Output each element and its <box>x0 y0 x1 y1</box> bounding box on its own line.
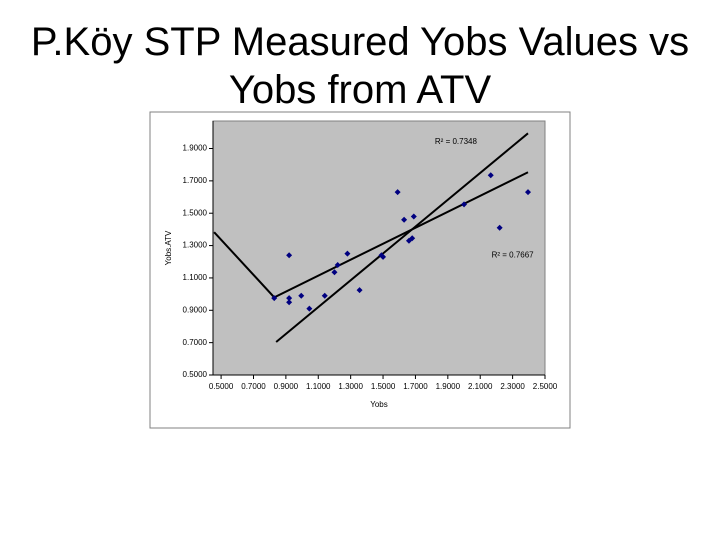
point <box>334 261 341 268</box>
trendline-label: R² = 0.7667 <box>492 250 535 259</box>
x-tick-label: 0.5000 <box>209 382 234 391</box>
x-axis-label: Yobs <box>370 400 388 409</box>
point <box>487 172 494 179</box>
x-tick-label: 1.5000 <box>371 382 396 391</box>
point <box>461 201 468 208</box>
point <box>401 216 408 223</box>
point <box>306 305 313 312</box>
title-line: Yobs from ATV <box>228 68 492 112</box>
point <box>271 295 278 302</box>
x-tick-label: 1.1000 <box>306 382 331 391</box>
point <box>331 269 338 276</box>
point <box>394 189 401 196</box>
y-tick-label: 1.5000 <box>183 208 208 217</box>
point <box>524 189 531 196</box>
point <box>286 295 293 302</box>
x-tick-label: 0.9000 <box>274 382 299 391</box>
x-tick-label: 1.3000 <box>338 382 363 391</box>
y-tick-label: 0.9000 <box>183 305 208 314</box>
y-tick-label: 1.9000 <box>183 144 208 153</box>
y-tick-label: 1.1000 <box>183 273 208 282</box>
x-tick-label: 2.5000 <box>533 382 558 391</box>
trendline-label: R² = 0.7348 <box>435 137 478 146</box>
title-line: P.Köy STP Measured Yobs Values vs <box>30 20 690 64</box>
point <box>298 292 305 299</box>
point <box>496 224 503 231</box>
y-tick-label: 0.5000 <box>183 370 208 379</box>
y-axis-label: Yobs.ATV <box>164 230 173 265</box>
plot-area <box>212 120 546 376</box>
point <box>356 287 363 294</box>
point <box>380 253 387 260</box>
point <box>344 250 351 257</box>
y-tick-label: 1.3000 <box>183 241 208 250</box>
point <box>286 252 293 259</box>
chart-title: P.Köy STP Measured Yobs Values vs Yobs fr… <box>0 18 720 114</box>
point <box>286 299 293 306</box>
x-tick-label: 2.1000 <box>468 382 493 391</box>
y-tick-label: 0.7000 <box>183 338 208 347</box>
y-tick-label: 1.7000 <box>183 176 208 185</box>
trendline <box>275 132 529 343</box>
point <box>410 213 417 220</box>
x-tick-label: 0.7000 <box>241 382 266 391</box>
point <box>321 292 328 299</box>
x-tick-label: 2.3000 <box>500 382 525 391</box>
x-tick-label: 1.7000 <box>403 382 428 391</box>
x-tick-label: 1.9000 <box>436 382 461 391</box>
point <box>405 237 412 244</box>
